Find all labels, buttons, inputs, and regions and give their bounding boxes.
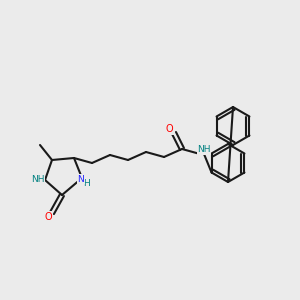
Text: N: N bbox=[78, 175, 84, 184]
Text: NH: NH bbox=[31, 176, 45, 184]
Text: O: O bbox=[44, 212, 52, 222]
Text: H: H bbox=[84, 178, 90, 188]
Text: O: O bbox=[165, 124, 173, 134]
Text: NH: NH bbox=[197, 146, 211, 154]
